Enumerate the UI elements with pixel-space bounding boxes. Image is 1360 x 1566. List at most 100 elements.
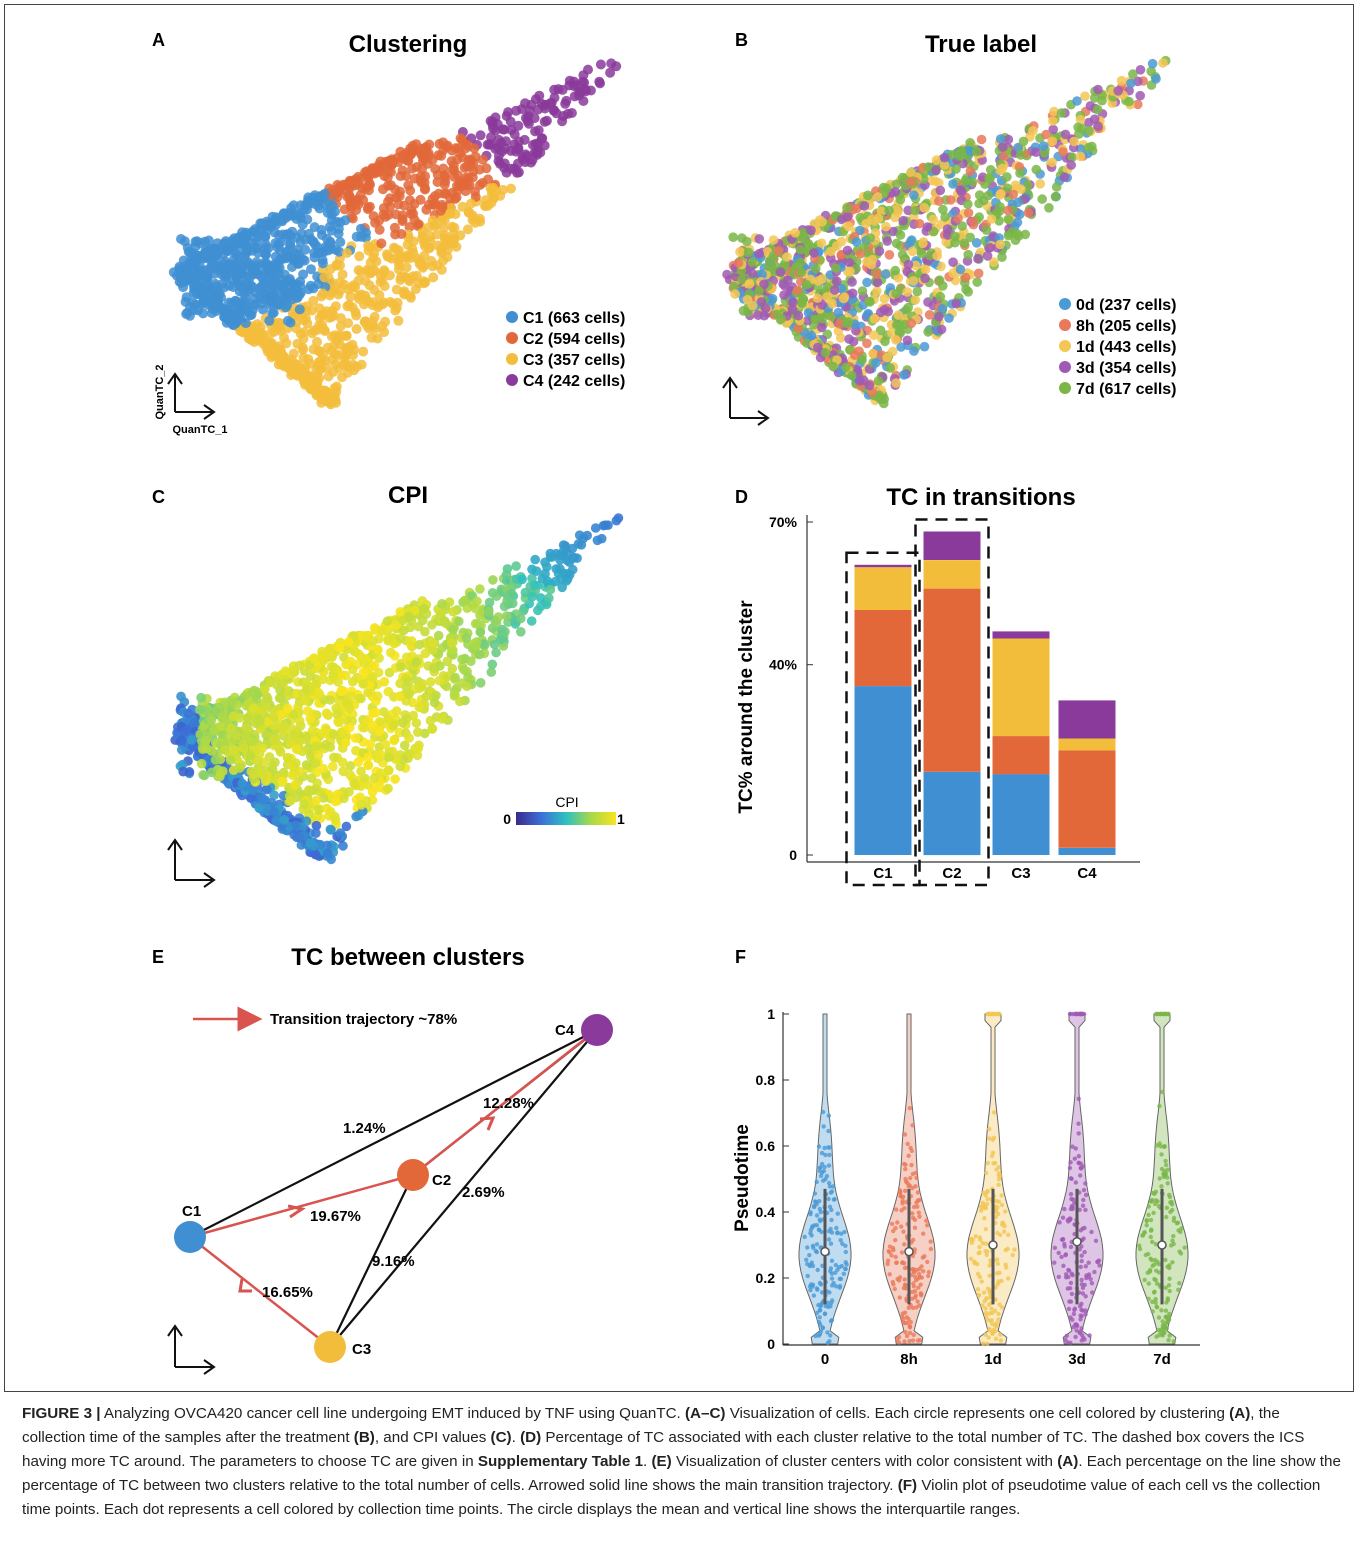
cell-point (932, 251, 942, 261)
cell-point (908, 276, 919, 286)
violin-point (890, 1279, 895, 1285)
cell-point (940, 212, 950, 222)
violin-point (808, 1287, 813, 1293)
cell-point (384, 201, 395, 212)
legend-marker-8h (1059, 319, 1071, 331)
cell-point (539, 116, 550, 127)
violin-point (817, 1332, 823, 1337)
violin-point (911, 1284, 917, 1289)
cell-point (437, 714, 447, 724)
cell-point (872, 286, 882, 296)
cell-point (488, 575, 498, 585)
cell-point (475, 627, 486, 637)
cell-point (447, 638, 457, 648)
violin-point (902, 1132, 908, 1137)
cell-point (330, 796, 341, 807)
violin-point (841, 1271, 846, 1277)
cell-point (396, 662, 406, 672)
cell-point (1002, 172, 1012, 182)
violin-point (908, 1145, 913, 1151)
cell-point (284, 252, 295, 263)
axis-arrows-c (167, 838, 216, 888)
cell-point (1059, 172, 1070, 182)
panel-letter-a: A (152, 30, 165, 50)
cell-point (498, 184, 508, 195)
cell-point (884, 205, 894, 216)
violin-point (911, 1237, 916, 1243)
cell-point (488, 193, 499, 204)
violin-point (827, 1339, 832, 1344)
cell-point (311, 390, 322, 401)
cell-point (997, 163, 1008, 174)
violin-point (828, 1226, 833, 1232)
violin-point (910, 1296, 915, 1301)
cell-point (295, 833, 305, 843)
cell-point (358, 679, 368, 689)
cell-point (882, 236, 892, 246)
cell-point (358, 346, 369, 357)
cell-point (318, 763, 329, 774)
cell-point (1069, 136, 1079, 147)
cell-point (948, 179, 958, 189)
cell-point (290, 780, 300, 790)
cell-point (176, 234, 186, 244)
violin-point (804, 1257, 809, 1263)
cell-point (450, 672, 461, 683)
violin-point (925, 1223, 930, 1228)
violin-point (813, 1248, 819, 1254)
cell-point (255, 321, 266, 332)
cell-point (871, 358, 881, 368)
cell-point (362, 204, 373, 215)
violin-point (826, 1180, 832, 1186)
cell-point (792, 285, 803, 296)
cell-point (220, 236, 231, 247)
legend-marker-c3 (506, 353, 518, 365)
cell-point (359, 722, 370, 733)
cell-point (1047, 136, 1058, 147)
cell-point (743, 247, 754, 258)
cell-point (407, 140, 418, 151)
cell-point (270, 276, 281, 287)
cell-point (322, 848, 333, 858)
clustering-scatter (168, 58, 622, 410)
cell-point (971, 146, 982, 157)
violin-point (887, 1272, 892, 1277)
cell-point (747, 257, 757, 268)
violin-point (899, 1224, 904, 1229)
node-label-c4: C4 (555, 1022, 575, 1039)
cell-point (341, 248, 352, 258)
violin-point (807, 1253, 812, 1258)
violin-point (810, 1225, 815, 1230)
edge-labels: 1.24% 12.28% 19.67% 2.69% 9.16% 16.65% (262, 1095, 534, 1301)
violin-point (910, 1211, 915, 1216)
violin-point (802, 1234, 807, 1240)
panel-e-title: TC between clusters (291, 944, 524, 971)
cell-point (768, 235, 779, 245)
violin-point (816, 1319, 822, 1325)
cell-point (973, 253, 983, 264)
bar-segment (992, 638, 1050, 736)
cell-point (1158, 58, 1168, 68)
cell-point (178, 766, 188, 777)
bar-segment (1058, 847, 1116, 855)
cell-point (457, 654, 467, 665)
cell-point (395, 275, 406, 285)
violin-point (823, 1152, 828, 1158)
cell-point (484, 607, 494, 617)
cell-point (393, 264, 404, 275)
violin-point (808, 1282, 814, 1287)
cell-point (309, 382, 320, 393)
violin-point (817, 1280, 823, 1286)
violin-point (814, 1179, 819, 1185)
cell-point (537, 133, 548, 144)
cell-point (1113, 86, 1123, 96)
cell-point (354, 251, 365, 262)
cell-point (963, 208, 974, 218)
cell-point (547, 552, 557, 562)
violin-point (915, 1190, 921, 1195)
cell-point (471, 641, 481, 651)
violin-point (996, 1311, 1001, 1317)
cell-point (857, 286, 868, 296)
violin-point (903, 1188, 908, 1194)
cell-point (291, 758, 301, 768)
